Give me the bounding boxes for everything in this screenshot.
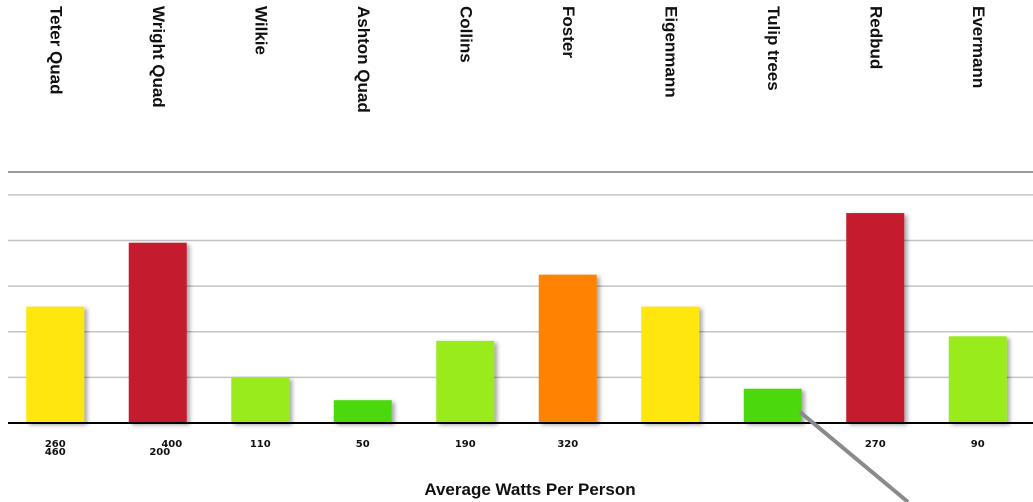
category-label: Collins (456, 6, 475, 63)
category-label: Ashton Quad (354, 6, 373, 113)
tick-label: 460 (45, 447, 66, 458)
pointer-arrow (798, 410, 910, 502)
tick-label: 400 (161, 439, 182, 450)
bar-ashton-quad (333, 400, 392, 423)
tick-label: 90 (971, 439, 985, 450)
bar-teter-quad (26, 306, 85, 423)
bar-wilkie (231, 377, 290, 423)
tick-label: 50 (356, 439, 370, 450)
tick-label: 200 (149, 447, 170, 458)
bar-collins (436, 340, 495, 423)
tick-label: 110 (250, 439, 271, 450)
category-labels: Teter Quad Wright Quad Wilkie Ashton Quad Co… (46, 6, 988, 113)
bar-redbud (846, 213, 905, 423)
category-label: Redbud (866, 6, 885, 69)
tick-label: 260 (45, 439, 66, 450)
tick-label: 270 (865, 439, 886, 450)
category-label: Wilkie (251, 6, 270, 55)
bar-wright-quad (128, 242, 187, 423)
category-label: Tulip trees (764, 6, 783, 91)
bar-foster (538, 274, 597, 423)
bars (26, 213, 1007, 423)
tick-label: 320 (557, 439, 578, 450)
category-label: Teter Quad (46, 6, 65, 94)
category-label: Evermann (969, 6, 988, 88)
x-axis-label: Average Watts Per Person (424, 480, 635, 499)
category-label: Foster (559, 6, 578, 58)
category-label: Eigenmann (661, 6, 680, 98)
bar-tulip-trees (743, 388, 802, 423)
category-label: Wright Quad (149, 6, 168, 108)
bar-eigenmann (641, 306, 700, 423)
bar-evermann (948, 336, 1007, 423)
tick-label: 190 (455, 439, 476, 450)
